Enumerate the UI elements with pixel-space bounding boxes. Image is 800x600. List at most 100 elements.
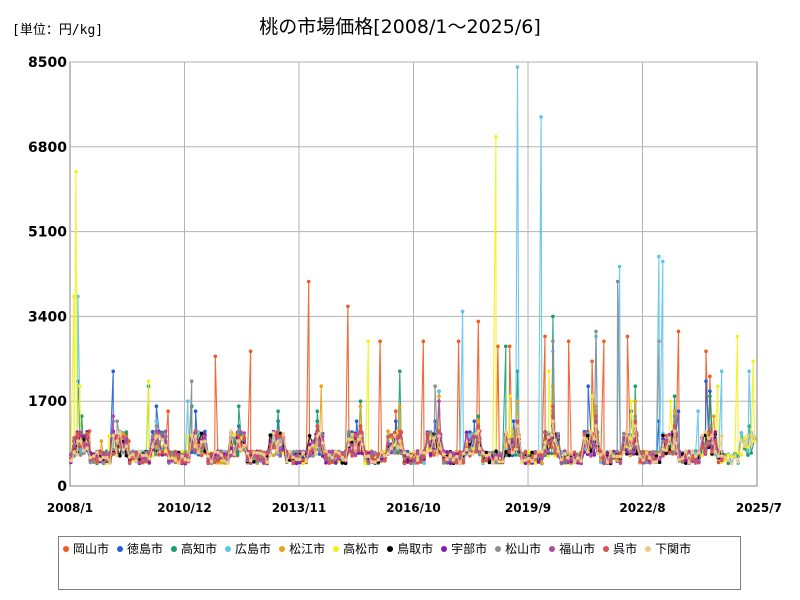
- y-tick-label: 8500: [28, 55, 67, 71]
- legend-item: 広島市: [225, 541, 271, 557]
- x-tick-label: 2025/7: [736, 501, 782, 515]
- data-point: [317, 452, 322, 456]
- data-point: [111, 433, 116, 438]
- data-point: [304, 459, 309, 463]
- data-point: [396, 435, 400, 439]
- data-point: [111, 447, 116, 452]
- data-point: [615, 449, 619, 454]
- data-point: [262, 460, 266, 464]
- data-point: [242, 431, 246, 435]
- data-point: [115, 419, 119, 424]
- data-point: [437, 389, 441, 394]
- data-point: [687, 449, 691, 454]
- data-point: [193, 449, 197, 454]
- data-point: [551, 314, 555, 319]
- data-point: [494, 135, 498, 139]
- data-point: [425, 450, 430, 455]
- data-point: [383, 454, 387, 458]
- data-point: [527, 459, 531, 463]
- data-point: [248, 449, 253, 454]
- data-point: [517, 434, 521, 439]
- data-point: [255, 451, 260, 455]
- data-point: [232, 452, 237, 457]
- data-point: [599, 453, 603, 457]
- data-point: [582, 436, 587, 441]
- data-point: [672, 414, 677, 419]
- data-point: [154, 404, 159, 409]
- data-point: [320, 454, 325, 458]
- data-point: [661, 447, 665, 452]
- data-point: [206, 454, 210, 458]
- data-point: [602, 449, 606, 454]
- data-point: [111, 369, 115, 374]
- data-point: [461, 461, 466, 465]
- data-point: [394, 409, 398, 414]
- data-point: [324, 461, 328, 465]
- data-point: [409, 454, 413, 458]
- data-point: [428, 430, 433, 434]
- data-point: [356, 451, 361, 455]
- data-point: [314, 452, 318, 457]
- data-point: [229, 453, 233, 458]
- data-point: [533, 454, 538, 459]
- data-point: [494, 449, 498, 454]
- data-point: [78, 439, 83, 443]
- data-point: [549, 451, 554, 456]
- data-point: [546, 432, 551, 437]
- data-point: [370, 459, 374, 464]
- data-point: [154, 452, 158, 456]
- data-point: [376, 458, 381, 462]
- data-point: [546, 450, 551, 454]
- data-point: [437, 434, 441, 438]
- data-point: [409, 461, 413, 466]
- data-point: [118, 454, 122, 458]
- legend-item: 宇部市: [441, 541, 487, 557]
- data-point: [415, 461, 420, 465]
- data-point: [749, 441, 753, 446]
- data-point: [746, 453, 750, 457]
- data-point: [716, 454, 721, 458]
- data-point: [633, 384, 638, 389]
- data-point: [569, 459, 574, 464]
- data-point: [625, 429, 629, 434]
- data-point: [360, 430, 364, 435]
- data-point: [163, 443, 168, 448]
- data-point: [412, 458, 417, 463]
- data-point: [78, 453, 83, 457]
- data-point: [527, 449, 531, 454]
- data-point: [615, 458, 619, 463]
- data-point: [95, 459, 99, 464]
- data-point: [670, 446, 675, 451]
- data-point: [160, 434, 165, 439]
- data-point: [563, 452, 567, 456]
- y-tick-label: 5100: [28, 225, 67, 241]
- data-point: [278, 431, 283, 436]
- legend-item: 鳥取市: [387, 541, 433, 557]
- data-point: [131, 450, 135, 454]
- data-point: [105, 453, 109, 457]
- data-point: [729, 461, 734, 466]
- data-point: [402, 451, 407, 455]
- data-point: [599, 458, 603, 462]
- data-point: [559, 457, 564, 462]
- data-point: [294, 461, 299, 466]
- data-point: [180, 449, 184, 454]
- data-point: [107, 434, 112, 438]
- legend-marker: [171, 545, 178, 552]
- data-point: [353, 446, 358, 450]
- data-point: [203, 439, 207, 444]
- data-point: [271, 431, 276, 435]
- data-point: [547, 369, 551, 374]
- data-point: [203, 429, 207, 434]
- data-point: [590, 394, 594, 399]
- data-point: [634, 452, 639, 456]
- data-point: [540, 456, 544, 461]
- data-point: [631, 434, 636, 438]
- data-point: [515, 65, 520, 69]
- data-point: [358, 434, 363, 438]
- data-point: [437, 399, 441, 404]
- data-point: [690, 449, 695, 454]
- legend-item: 呉市: [603, 541, 637, 557]
- data-point: [131, 452, 135, 457]
